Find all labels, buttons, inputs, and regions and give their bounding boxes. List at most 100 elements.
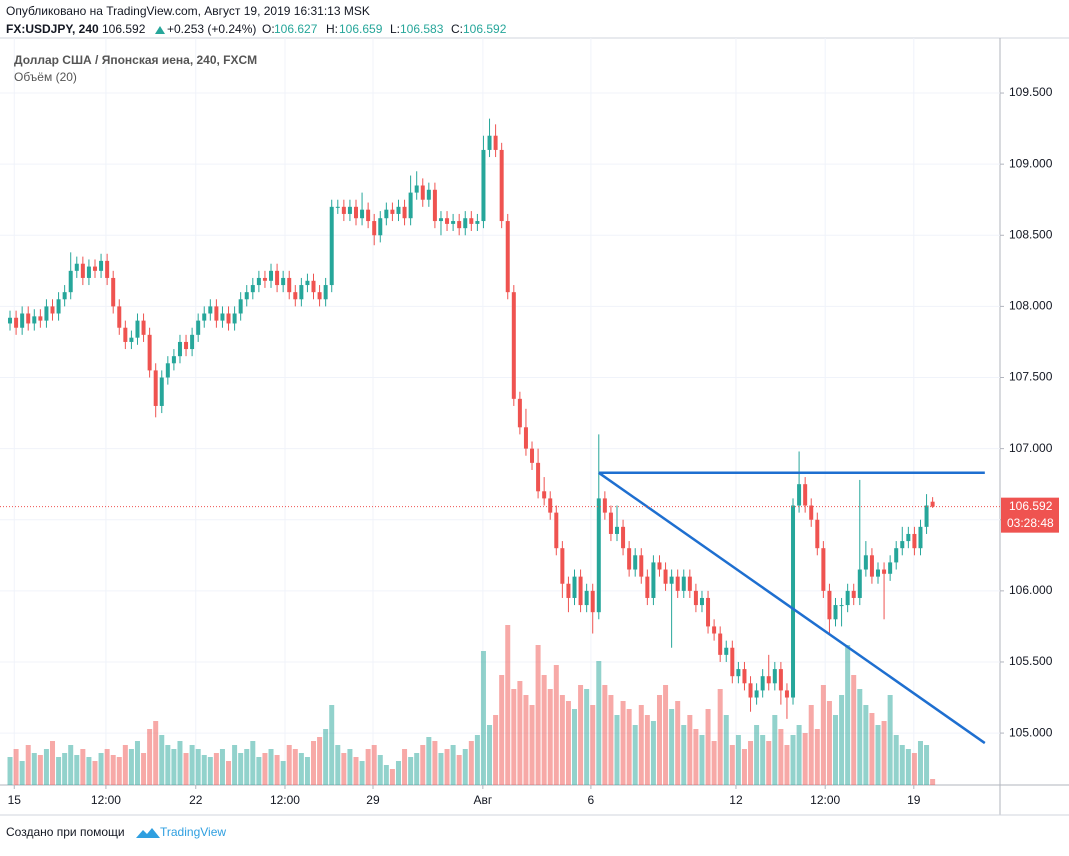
- candle-body: [930, 501, 935, 507]
- candle-body: [269, 270, 274, 281]
- volume-bar: [25, 745, 31, 785]
- candle-body: [238, 299, 243, 314]
- candle-body: [742, 669, 747, 684]
- tradingview-logo[interactable]: [136, 828, 160, 838]
- candle-body: [706, 597, 711, 627]
- volume-bar: [826, 701, 832, 785]
- candle-body: [445, 218, 450, 224]
- candle-body: [590, 590, 595, 613]
- candle-body: [839, 605, 844, 607]
- chart-title: Доллар США / Японская иена, 240, FXCM: [14, 53, 257, 67]
- candle-body: [888, 562, 893, 574]
- volume-bar: [341, 753, 347, 785]
- candle-body: [281, 277, 286, 286]
- volume-bar: [92, 761, 98, 785]
- candle-body: [797, 484, 802, 506]
- volume-bar: [917, 741, 923, 785]
- volume-bar: [644, 715, 650, 785]
- volume-bar: [523, 695, 529, 785]
- volume-bar: [814, 729, 820, 785]
- candle-body: [791, 505, 796, 698]
- candle-body: [293, 292, 298, 300]
- candle-body: [918, 526, 923, 549]
- candle-body: [699, 597, 704, 606]
- y-tick-label: 105.500: [1009, 654, 1053, 668]
- candle-body: [208, 306, 213, 314]
- volume-bar: [371, 745, 377, 785]
- volume-bar: [535, 645, 541, 785]
- volume-bar: [389, 769, 395, 785]
- candle-body: [869, 555, 874, 577]
- volume-bar: [468, 741, 474, 785]
- volume-bar: [365, 749, 371, 785]
- volume-bar: [268, 749, 274, 785]
- volume-bar: [286, 745, 292, 785]
- volume-bar: [565, 701, 571, 785]
- candle-body: [663, 569, 668, 584]
- brand-link[interactable]: TradingView: [160, 825, 226, 839]
- volume-bar: [584, 689, 590, 785]
- candle-body: [262, 277, 267, 281]
- volume-bar: [869, 713, 875, 785]
- candle-body: [68, 270, 73, 293]
- volume-bar: [177, 741, 183, 785]
- volume-bar: [693, 729, 699, 785]
- candle-body: [123, 327, 128, 342]
- volume-bar: [924, 745, 930, 785]
- x-tick-label: 6: [588, 793, 595, 807]
- y-tick-label: 108.000: [1009, 299, 1053, 313]
- volume-bar: [226, 761, 232, 785]
- change: +0.253 (+0.24%): [167, 22, 256, 36]
- volume-bar: [723, 715, 729, 785]
- x-tick-label: 19: [907, 793, 921, 807]
- volume-bar: [359, 761, 365, 785]
- volume-bar: [863, 705, 869, 785]
- volume-bar: [778, 729, 784, 785]
- volume-bar: [56, 757, 62, 785]
- candle-body: [718, 633, 723, 655]
- candle-body: [596, 498, 601, 613]
- candle-body: [845, 590, 850, 606]
- candle-body: [542, 491, 547, 499]
- candle-body: [184, 341, 189, 350]
- volume-bar: [219, 749, 225, 785]
- volume-bar: [207, 757, 213, 785]
- candle-body: [141, 320, 146, 335]
- volume-bar: [887, 695, 893, 785]
- candle-body: [566, 583, 571, 598]
- close-value: 106.592: [463, 22, 507, 36]
- candle-body: [402, 206, 407, 219]
- candle-body: [827, 590, 832, 620]
- volume-bar: [329, 705, 335, 785]
- candle-body: [924, 505, 929, 527]
- y-tick-label: 106.000: [1009, 583, 1053, 597]
- last-price-label: 106.592: [1009, 499, 1053, 513]
- candle-body: [86, 266, 91, 278]
- candle-body: [833, 605, 838, 620]
- candle-body: [396, 206, 401, 214]
- volume-bar: [323, 729, 329, 785]
- candle-body: [329, 206, 334, 286]
- volume-bar: [541, 675, 547, 785]
- volume-bar: [808, 705, 814, 785]
- volume-bar: [626, 709, 632, 785]
- candle-body: [657, 562, 662, 570]
- candle-body: [220, 313, 225, 321]
- candle-body: [821, 548, 826, 591]
- volume-bar: [311, 741, 317, 785]
- candle-body: [202, 313, 207, 321]
- candle-body: [584, 590, 589, 606]
- volume-bar: [383, 765, 389, 785]
- candle-body: [335, 206, 340, 208]
- candle-body: [614, 526, 619, 534]
- volume-bar: [893, 735, 899, 785]
- volume-bar: [748, 741, 754, 785]
- candle-body: [171, 356, 176, 364]
- candle-body: [20, 313, 25, 328]
- volume-bar: [729, 745, 735, 785]
- volume-bar: [905, 749, 911, 785]
- published-text: Опубликовано на TradingView.com, Август …: [6, 4, 370, 18]
- candle-body: [74, 263, 79, 271]
- volume-bar: [474, 735, 480, 785]
- candle-body: [287, 277, 292, 293]
